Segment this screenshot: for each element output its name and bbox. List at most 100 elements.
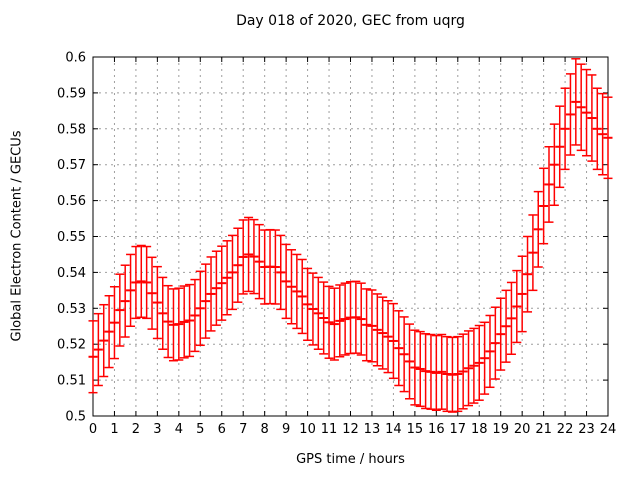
- error-bar: [528, 214, 538, 292]
- error-bar: [292, 253, 302, 330]
- x-tick-label: 22: [557, 422, 574, 437]
- x-tick-label: 14: [385, 422, 402, 437]
- error-bar: [244, 216, 254, 293]
- x-tick-label: 4: [175, 422, 183, 437]
- y-tick-label: 0.56: [57, 194, 86, 209]
- y-tick-label: 0.5: [65, 410, 86, 425]
- error-bar: [238, 219, 248, 295]
- error-bar: [281, 243, 291, 320]
- x-tick-label: 0: [89, 422, 97, 437]
- error-bar: [582, 68, 592, 157]
- error-bar: [523, 235, 533, 313]
- error-bar: [131, 245, 141, 320]
- error-bar: [415, 330, 425, 408]
- error-bar: [480, 321, 490, 395]
- error-bar: [211, 250, 221, 326]
- error-bar: [195, 270, 205, 347]
- error-bar: [206, 256, 216, 332]
- error-bar: [185, 283, 195, 358]
- error-bar: [335, 284, 345, 358]
- y-tick-label: 0.59: [57, 86, 86, 101]
- error-bar: [201, 263, 211, 339]
- x-tick-label: 21: [535, 422, 552, 437]
- error-bar: [324, 285, 334, 359]
- error-bar: [394, 310, 404, 387]
- error-bar: [437, 333, 447, 410]
- error-bar: [555, 105, 565, 189]
- error-bar: [276, 234, 286, 311]
- error-bar: [506, 281, 516, 356]
- error-bar: [485, 314, 495, 389]
- error-bar: [431, 334, 441, 412]
- x-tick-label: 23: [578, 422, 595, 437]
- x-tick-label: 3: [153, 422, 161, 437]
- error-bar: [308, 272, 318, 346]
- error-bar: [356, 282, 366, 356]
- error-bar: [136, 244, 146, 319]
- y-tick-label: 0.6: [65, 51, 86, 66]
- error-bar: [501, 289, 511, 363]
- x-tick-label: 24: [600, 422, 617, 437]
- error-bar: [372, 293, 382, 367]
- x-tick-label: 18: [471, 422, 488, 437]
- error-bar: [297, 258, 307, 335]
- x-tick-label: 12: [342, 422, 359, 437]
- error-bar: [126, 253, 136, 327]
- error-bar: [517, 255, 527, 333]
- error-bar: [496, 297, 506, 371]
- error-bar: [544, 146, 554, 223]
- error-bar: [109, 286, 119, 360]
- error-bar: [115, 273, 125, 347]
- x-tick-label: 11: [321, 422, 338, 437]
- error-bar: [158, 276, 168, 350]
- error-bar: [410, 329, 420, 406]
- error-bar: [351, 280, 361, 354]
- x-axis-label: GPS time / hours: [296, 452, 405, 467]
- error-bar: [603, 96, 613, 180]
- y-tick-label: 0.53: [57, 302, 86, 317]
- y-tick-label: 0.51: [57, 374, 86, 389]
- error-bar: [303, 267, 313, 342]
- error-bar: [104, 294, 114, 369]
- x-tick-label: 20: [514, 422, 531, 437]
- error-bar: [147, 256, 157, 330]
- x-tick-label: 1: [110, 422, 118, 437]
- error-bar: [576, 63, 586, 152]
- error-bar: [99, 303, 109, 378]
- error-bar: [340, 282, 350, 356]
- x-tick-label: 8: [261, 422, 269, 437]
- error-bar: [549, 123, 559, 207]
- error-bar: [249, 218, 259, 295]
- y-tick-label: 0.58: [57, 122, 86, 137]
- error-bar: [319, 281, 329, 355]
- error-bar: [533, 190, 543, 268]
- error-bar: [512, 269, 522, 344]
- error-bar: [598, 92, 608, 176]
- y-tick-label: 0.55: [57, 230, 86, 245]
- error-bar: [592, 87, 602, 171]
- error-bar: [222, 240, 232, 316]
- error-bar: [227, 234, 237, 311]
- error-bar: [174, 287, 184, 361]
- error-bar: [313, 276, 323, 350]
- error-bar: [270, 229, 280, 305]
- error-bar: [152, 265, 162, 340]
- error-bar: [378, 296, 388, 370]
- error-bar: [565, 73, 575, 156]
- error-bar: [490, 306, 500, 380]
- error-bar: [179, 285, 189, 359]
- error-bar: [367, 289, 377, 363]
- x-tick-label: 7: [239, 422, 247, 437]
- error-bar: [88, 320, 98, 394]
- error-bar: [458, 333, 468, 410]
- x-tick-label: 5: [196, 422, 204, 437]
- error-bar: [453, 335, 463, 413]
- error-bar: [93, 312, 103, 387]
- x-tick-label: 16: [428, 422, 445, 437]
- error-bar: [286, 249, 296, 325]
- error-bar: [383, 300, 393, 374]
- error-bar: [254, 223, 264, 300]
- chart-title: Day 018 of 2020, GEC from uqrg: [236, 13, 465, 29]
- error-bar: [362, 288, 372, 362]
